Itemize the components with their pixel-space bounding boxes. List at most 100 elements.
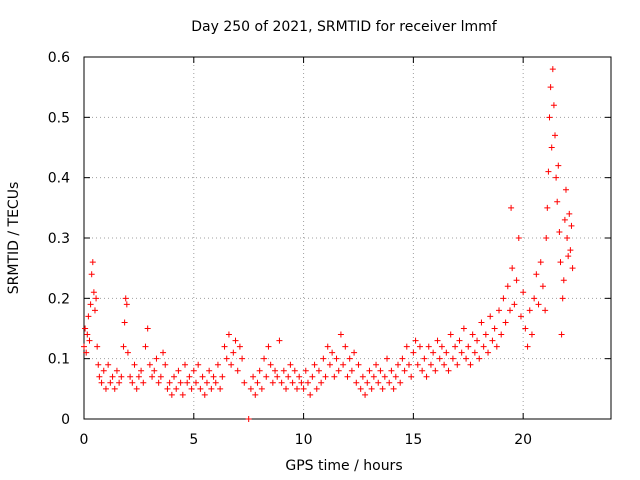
data-point [513, 277, 520, 284]
x-tick-label: 20 [514, 432, 532, 448]
data-point [558, 331, 565, 338]
data-point [87, 301, 94, 308]
data-point [375, 379, 382, 386]
data-point [496, 307, 503, 314]
data-point [274, 373, 281, 380]
data-point [549, 66, 556, 73]
data-point [179, 391, 186, 398]
data-point [109, 373, 116, 380]
data-point [520, 289, 527, 296]
data-point [412, 337, 419, 344]
data-point [225, 331, 232, 338]
data-point [98, 379, 105, 386]
data-point [564, 235, 571, 241]
data-point [568, 222, 575, 229]
data-point [384, 355, 391, 362]
data-point [342, 343, 349, 350]
data-point [546, 114, 553, 121]
data-point [149, 373, 156, 380]
data-point [129, 379, 136, 386]
data-point [293, 385, 300, 392]
data-point [199, 373, 206, 380]
axis-ticks [83, 56, 611, 420]
data-point [210, 373, 217, 380]
data-point [307, 391, 314, 398]
data-point [135, 373, 142, 380]
grid-lines [84, 57, 611, 419]
data-point [337, 331, 344, 338]
data-point [168, 391, 175, 398]
data-point [232, 337, 239, 344]
y-tick-label: 0.6 [48, 50, 70, 66]
data-point [533, 271, 540, 278]
data-point [241, 379, 248, 386]
data-point [329, 349, 336, 356]
data-point [388, 367, 395, 374]
data-point [348, 367, 355, 374]
data-point [267, 361, 274, 368]
data-point [487, 313, 494, 320]
data-point [315, 367, 322, 374]
data-point [82, 325, 89, 332]
data-point [557, 259, 564, 266]
data-point [283, 385, 290, 392]
data-point [236, 343, 243, 350]
data-point [340, 361, 347, 368]
x-axis-label: GPS time / hours [285, 458, 402, 474]
data-point [410, 349, 417, 356]
tick-labels: 0 0.1 0.2 0.3 0.4 0.5 0.6 0 5 10 15 20 [48, 50, 532, 448]
data-point [458, 349, 465, 356]
data-point [217, 385, 224, 392]
y-tick-label: 0.3 [48, 231, 70, 247]
y-tick-label: 0.5 [48, 110, 70, 126]
data-point [278, 379, 285, 386]
data-point [153, 355, 160, 362]
data-point [454, 361, 461, 368]
data-point [366, 367, 373, 374]
data-point [221, 343, 228, 350]
data-point [89, 259, 96, 266]
data-point [368, 385, 375, 392]
data-point [247, 385, 254, 392]
y-tick-label: 0.2 [48, 291, 70, 307]
data-point [547, 84, 554, 91]
data-point [397, 379, 404, 386]
data-point [256, 367, 263, 374]
data-point [401, 367, 408, 374]
data-point [138, 367, 145, 374]
data-point [509, 265, 516, 272]
data-point [562, 186, 569, 193]
data-point [324, 343, 331, 350]
data-point [86, 337, 93, 344]
data-point [465, 343, 472, 350]
data-point [320, 355, 327, 362]
data-point [155, 379, 162, 386]
data-point [212, 379, 219, 386]
data-point [403, 343, 410, 350]
data-point [537, 259, 544, 266]
data-point [124, 349, 131, 356]
data-point [298, 379, 305, 386]
data-point [102, 385, 109, 392]
data-point [302, 367, 309, 374]
data-point [263, 373, 270, 380]
data-point [467, 361, 474, 368]
y-axis-label: SRMTID / TECUs [6, 182, 22, 295]
chart-title: Day 250 of 2021, SRMTID for receiver lmm… [191, 19, 498, 35]
data-point [254, 379, 261, 386]
data-point [190, 367, 197, 374]
data-point [489, 337, 496, 344]
data-point [157, 373, 164, 380]
data-point [543, 235, 550, 241]
data-point [565, 253, 572, 260]
data-point [434, 337, 441, 344]
data-point [485, 349, 492, 356]
data-point [289, 379, 296, 386]
data-point [326, 361, 333, 368]
data-point [291, 367, 298, 374]
data-point [447, 331, 454, 338]
data-point [560, 277, 567, 284]
data-point [123, 301, 130, 308]
data-point [318, 379, 325, 386]
